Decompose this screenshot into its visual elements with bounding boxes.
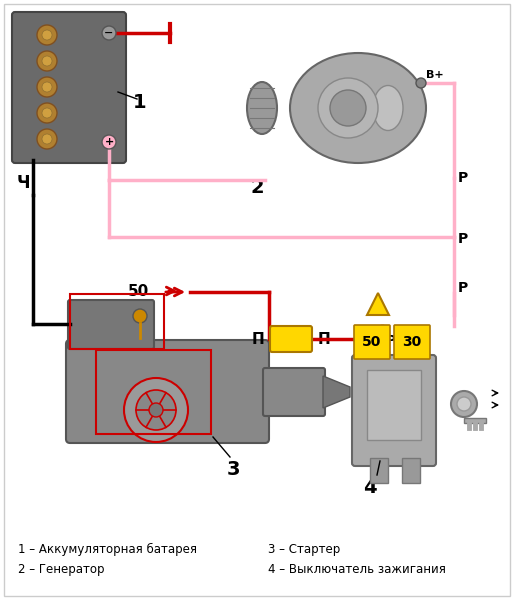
FancyBboxPatch shape [263,368,325,416]
Text: P: P [458,281,468,295]
Circle shape [416,78,426,88]
Circle shape [37,103,57,123]
Polygon shape [464,418,486,423]
Text: 1 – Аккумуляторная батарея: 1 – Аккумуляторная батарея [18,543,197,556]
Text: Ч: Ч [17,174,30,192]
Bar [96,350,211,434]
Text: 4: 4 [363,478,377,497]
Circle shape [42,30,52,40]
Text: −: − [104,28,114,38]
FancyBboxPatch shape [270,326,312,352]
Text: 4 – Выключатель зажигания: 4 – Выключатель зажигания [268,563,446,576]
Circle shape [451,391,477,417]
FancyBboxPatch shape [352,355,436,466]
Bar [370,458,388,483]
Circle shape [42,108,52,118]
Text: 2 – Генератор: 2 – Генератор [18,563,104,576]
Circle shape [149,403,163,417]
Text: 3 – Стартер: 3 – Стартер [268,543,340,556]
Circle shape [37,25,57,45]
Circle shape [330,90,366,126]
Text: П: П [318,331,331,346]
Text: B+: B+ [426,70,444,80]
Circle shape [37,129,57,149]
Text: 2: 2 [250,178,264,197]
Circle shape [102,26,116,40]
Ellipse shape [373,85,403,130]
Circle shape [318,78,378,138]
Circle shape [457,397,471,411]
Circle shape [136,390,176,430]
Bar [367,370,421,440]
Text: 30: 30 [402,335,421,349]
Text: P: P [458,171,468,185]
Circle shape [42,56,52,66]
Text: 3: 3 [226,460,240,479]
Text: P: P [386,334,396,348]
Text: 50: 50 [362,335,382,349]
Text: 50: 50 [127,284,149,299]
FancyBboxPatch shape [12,12,126,163]
FancyBboxPatch shape [66,340,269,443]
Ellipse shape [247,82,277,134]
Circle shape [124,378,188,442]
FancyBboxPatch shape [68,300,154,349]
Circle shape [133,309,147,323]
Circle shape [42,134,52,144]
Polygon shape [323,376,350,408]
Circle shape [37,51,57,71]
Text: P: P [458,232,468,246]
FancyBboxPatch shape [354,325,390,359]
Text: П: П [252,331,264,346]
Bar [70,294,164,349]
Ellipse shape [290,53,426,163]
Text: 1: 1 [133,92,146,112]
FancyBboxPatch shape [394,325,430,359]
Circle shape [102,135,116,149]
Bar [402,458,420,483]
Text: +: + [104,137,114,147]
Circle shape [42,82,52,92]
Circle shape [37,77,57,97]
Polygon shape [367,293,389,315]
